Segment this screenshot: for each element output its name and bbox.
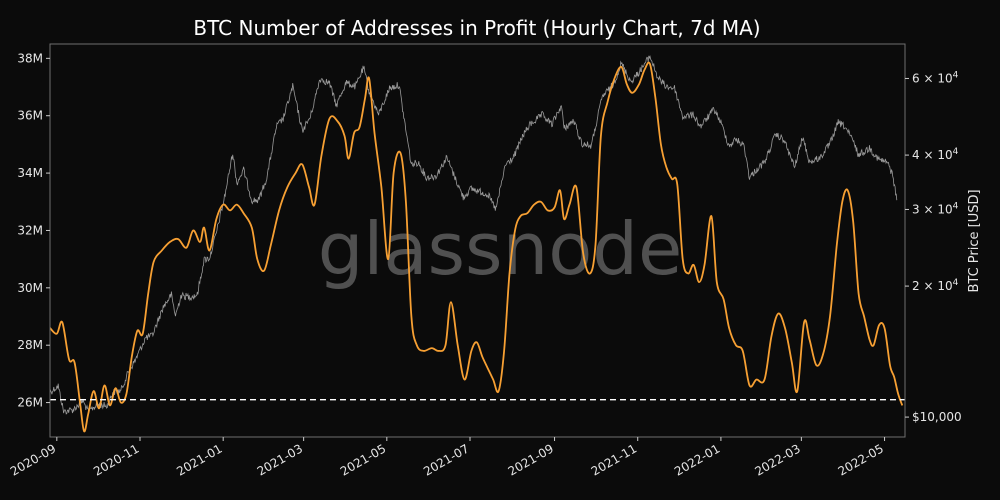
chart-title: BTC Number of Addresses in Profit (Hourl… bbox=[193, 16, 760, 40]
right-y-axis: $10,000 2 × 104 3 × 104 4 × 104 6 × 104 bbox=[905, 70, 962, 424]
left-tick-label: 36M bbox=[17, 109, 43, 123]
right-tick-exponent: 4 bbox=[953, 278, 959, 288]
left-tick-label: 38M bbox=[17, 51, 43, 65]
left-tick-label: 34M bbox=[17, 166, 43, 180]
right-tick-label: 2 × 104 bbox=[912, 278, 959, 293]
right-tick-exponent: 4 bbox=[953, 147, 959, 157]
left-tick-label: 28M bbox=[17, 338, 43, 352]
left-tick-label: 26M bbox=[17, 396, 43, 410]
right-tick-label: $10,000 bbox=[912, 410, 962, 424]
right-axis-label: BTC Price [USD] bbox=[967, 189, 982, 292]
left-tick-label: 30M bbox=[17, 281, 43, 295]
addresses-layer bbox=[49, 61, 904, 433]
left-tick-label: 32M bbox=[17, 223, 43, 237]
right-tick-exponent: 4 bbox=[953, 70, 959, 80]
btc-price-line bbox=[49, 54, 898, 415]
btc-price-layer bbox=[49, 54, 898, 415]
addresses-in-profit-line bbox=[49, 61, 904, 433]
right-tick-label: 4 × 104 bbox=[912, 147, 959, 162]
plot-frame bbox=[49, 43, 906, 438]
left-y-axis: 26M 28M 30M 32M 34M 36M 38M bbox=[17, 51, 50, 410]
right-tick-exponent: 4 bbox=[953, 201, 959, 211]
watermark: glassnode bbox=[318, 207, 683, 291]
right-tick-label: 3 × 104 bbox=[912, 201, 959, 216]
right-tick-label: 6 × 104 bbox=[912, 70, 959, 85]
